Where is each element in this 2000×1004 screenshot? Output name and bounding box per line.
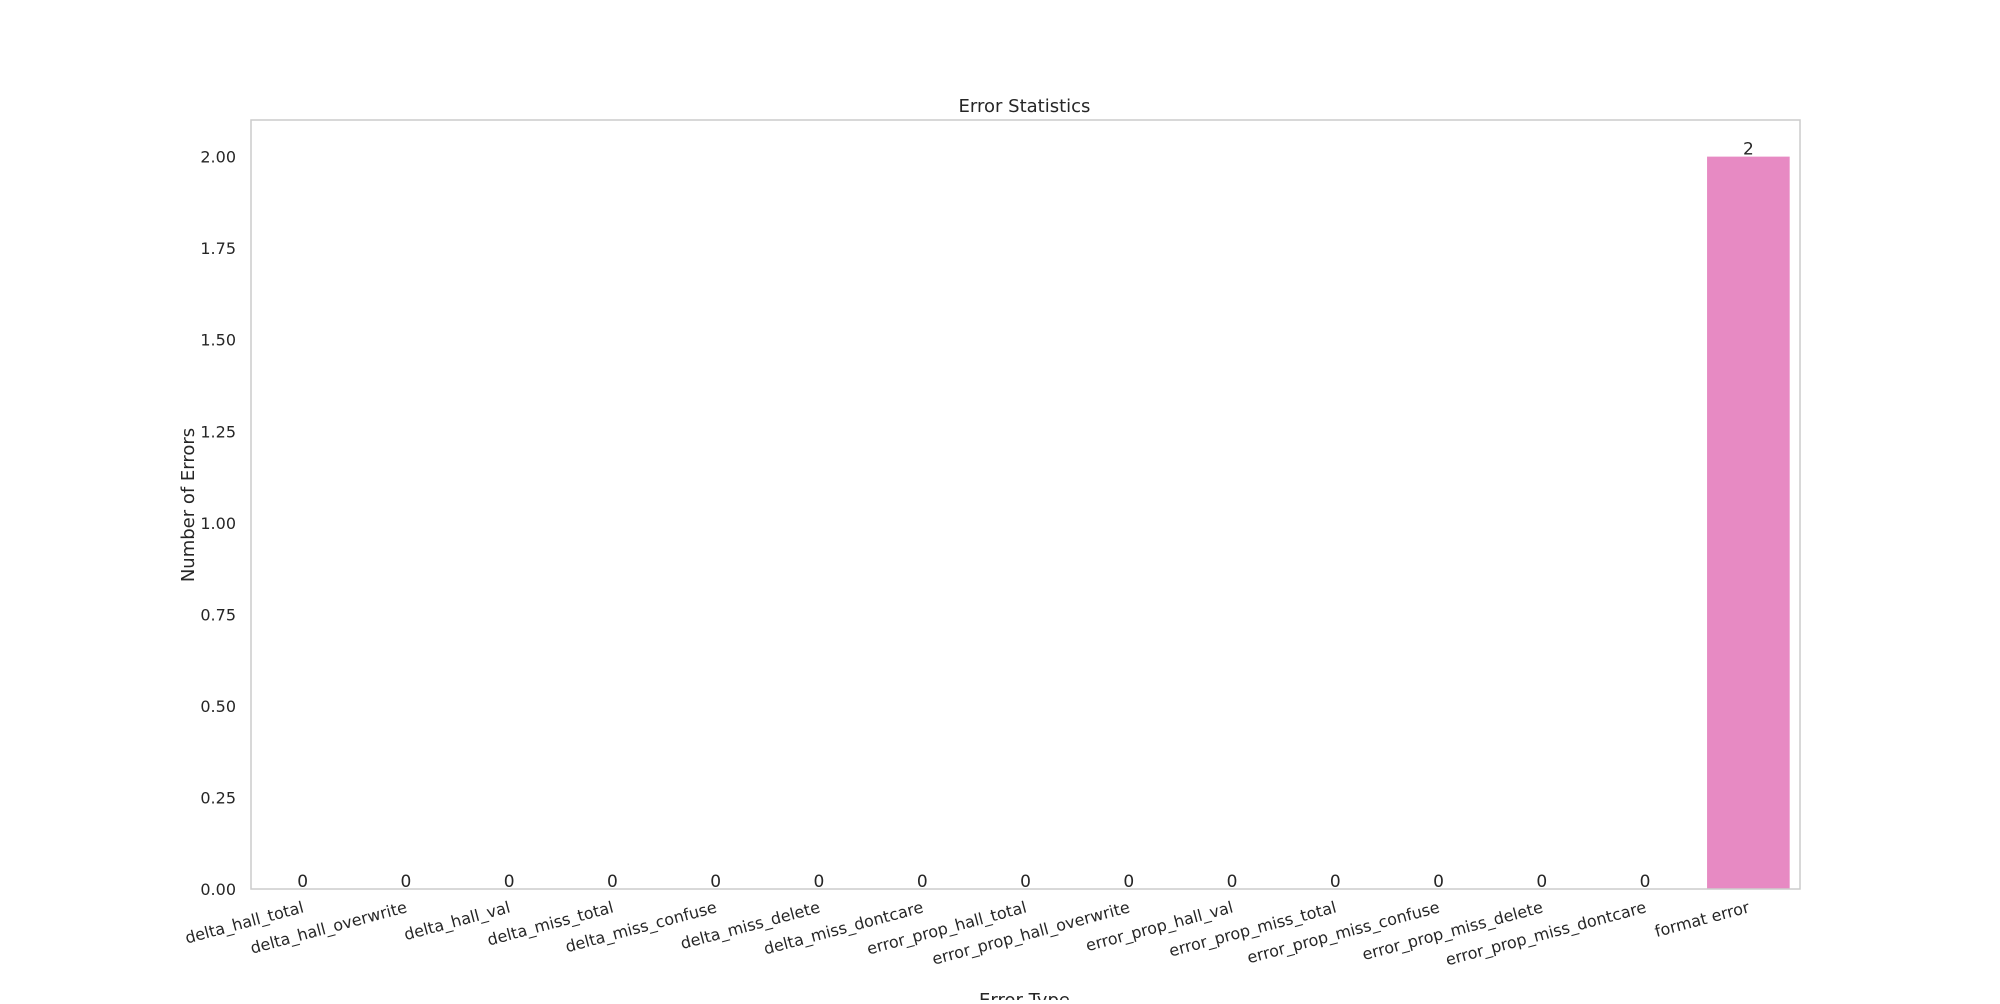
data-label: 0: [814, 872, 825, 892]
y-tick-label: 0.50: [200, 697, 236, 716]
x-tick-label: format error: [1653, 897, 1752, 941]
bars-layer: [1707, 156, 1790, 889]
y-tick-label: 1.00: [200, 514, 236, 533]
y-tick-label: 0.75: [200, 605, 236, 624]
x-axis-title: Error Type: [979, 990, 1070, 1000]
data-label: 0: [1330, 872, 1341, 892]
data-label: 0: [917, 872, 928, 892]
y-axis-ticks: 0.00 0.25 0.50 0.75 1.00 1.25 1.50 1.75 2.00: [200, 148, 236, 899]
data-label: 0: [1536, 872, 1547, 892]
y-tick-label: 0.00: [200, 880, 236, 899]
chart-title: Error Statistics: [959, 96, 1091, 117]
data-label: 0: [1020, 872, 1031, 892]
data-label: 0: [1433, 872, 1444, 892]
data-label: 0: [1123, 872, 1134, 892]
data-label: 0: [710, 872, 721, 892]
y-tick-label: 1.75: [200, 239, 236, 258]
data-label: 0: [1227, 872, 1238, 892]
y-tick-label: 2.00: [200, 148, 236, 167]
data-label: 0: [607, 872, 618, 892]
y-tick-label: 0.25: [200, 788, 236, 807]
y-tick-label: 1.50: [200, 331, 236, 350]
y-axis-title: Number of Errors: [178, 428, 199, 582]
bar-format-error: [1707, 156, 1790, 889]
data-label: 0: [297, 872, 308, 892]
data-labels-layer: 0 0 0 0 0 0 0 0 0 0 0 0 0 0 2: [297, 140, 1754, 892]
data-label: 2: [1743, 140, 1754, 160]
data-label: 0: [400, 872, 411, 892]
data-label: 0: [1640, 872, 1651, 892]
axes-frame: [250, 119, 1801, 890]
y-tick-label: 1.25: [200, 422, 236, 441]
data-label: 0: [504, 872, 515, 892]
x-axis-ticks: delta_hall_totaldelta_hall_overwritedelt…: [183, 897, 1752, 970]
